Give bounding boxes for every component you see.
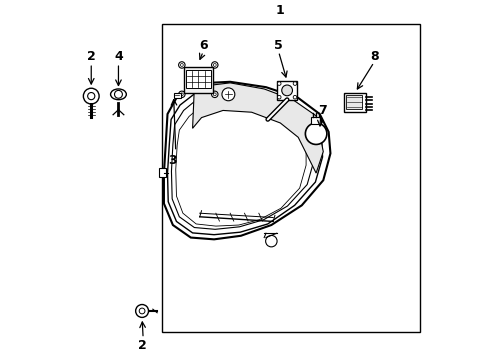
Bar xyxy=(185,69,210,88)
Text: 2: 2 xyxy=(138,339,146,352)
Circle shape xyxy=(178,62,184,68)
Text: 5: 5 xyxy=(274,40,283,53)
Circle shape xyxy=(83,88,99,104)
Circle shape xyxy=(265,235,277,247)
Bar xyxy=(276,81,297,100)
Circle shape xyxy=(281,85,292,96)
Polygon shape xyxy=(163,82,330,239)
Bar xyxy=(162,24,419,332)
Bar xyxy=(159,168,165,177)
Text: 3: 3 xyxy=(167,154,176,167)
Circle shape xyxy=(277,82,281,85)
Bar xyxy=(311,117,320,124)
Circle shape xyxy=(139,308,144,314)
Circle shape xyxy=(135,305,148,318)
Circle shape xyxy=(293,82,296,85)
Circle shape xyxy=(293,95,296,99)
Bar xyxy=(173,93,181,98)
Bar xyxy=(346,95,361,109)
Ellipse shape xyxy=(110,89,126,100)
Circle shape xyxy=(114,90,122,98)
Polygon shape xyxy=(192,83,323,173)
Text: 4: 4 xyxy=(114,50,122,63)
Circle shape xyxy=(211,62,218,68)
Bar xyxy=(344,93,366,112)
Text: 8: 8 xyxy=(369,50,378,63)
Circle shape xyxy=(277,95,281,99)
Text: 6: 6 xyxy=(199,40,207,53)
Bar xyxy=(183,67,213,93)
Text: 1: 1 xyxy=(275,4,284,17)
Text: 2: 2 xyxy=(87,50,96,63)
Circle shape xyxy=(222,88,234,101)
Circle shape xyxy=(305,123,326,144)
Text: 7: 7 xyxy=(318,104,326,117)
Circle shape xyxy=(87,93,95,100)
Circle shape xyxy=(211,91,218,98)
Circle shape xyxy=(178,91,184,98)
